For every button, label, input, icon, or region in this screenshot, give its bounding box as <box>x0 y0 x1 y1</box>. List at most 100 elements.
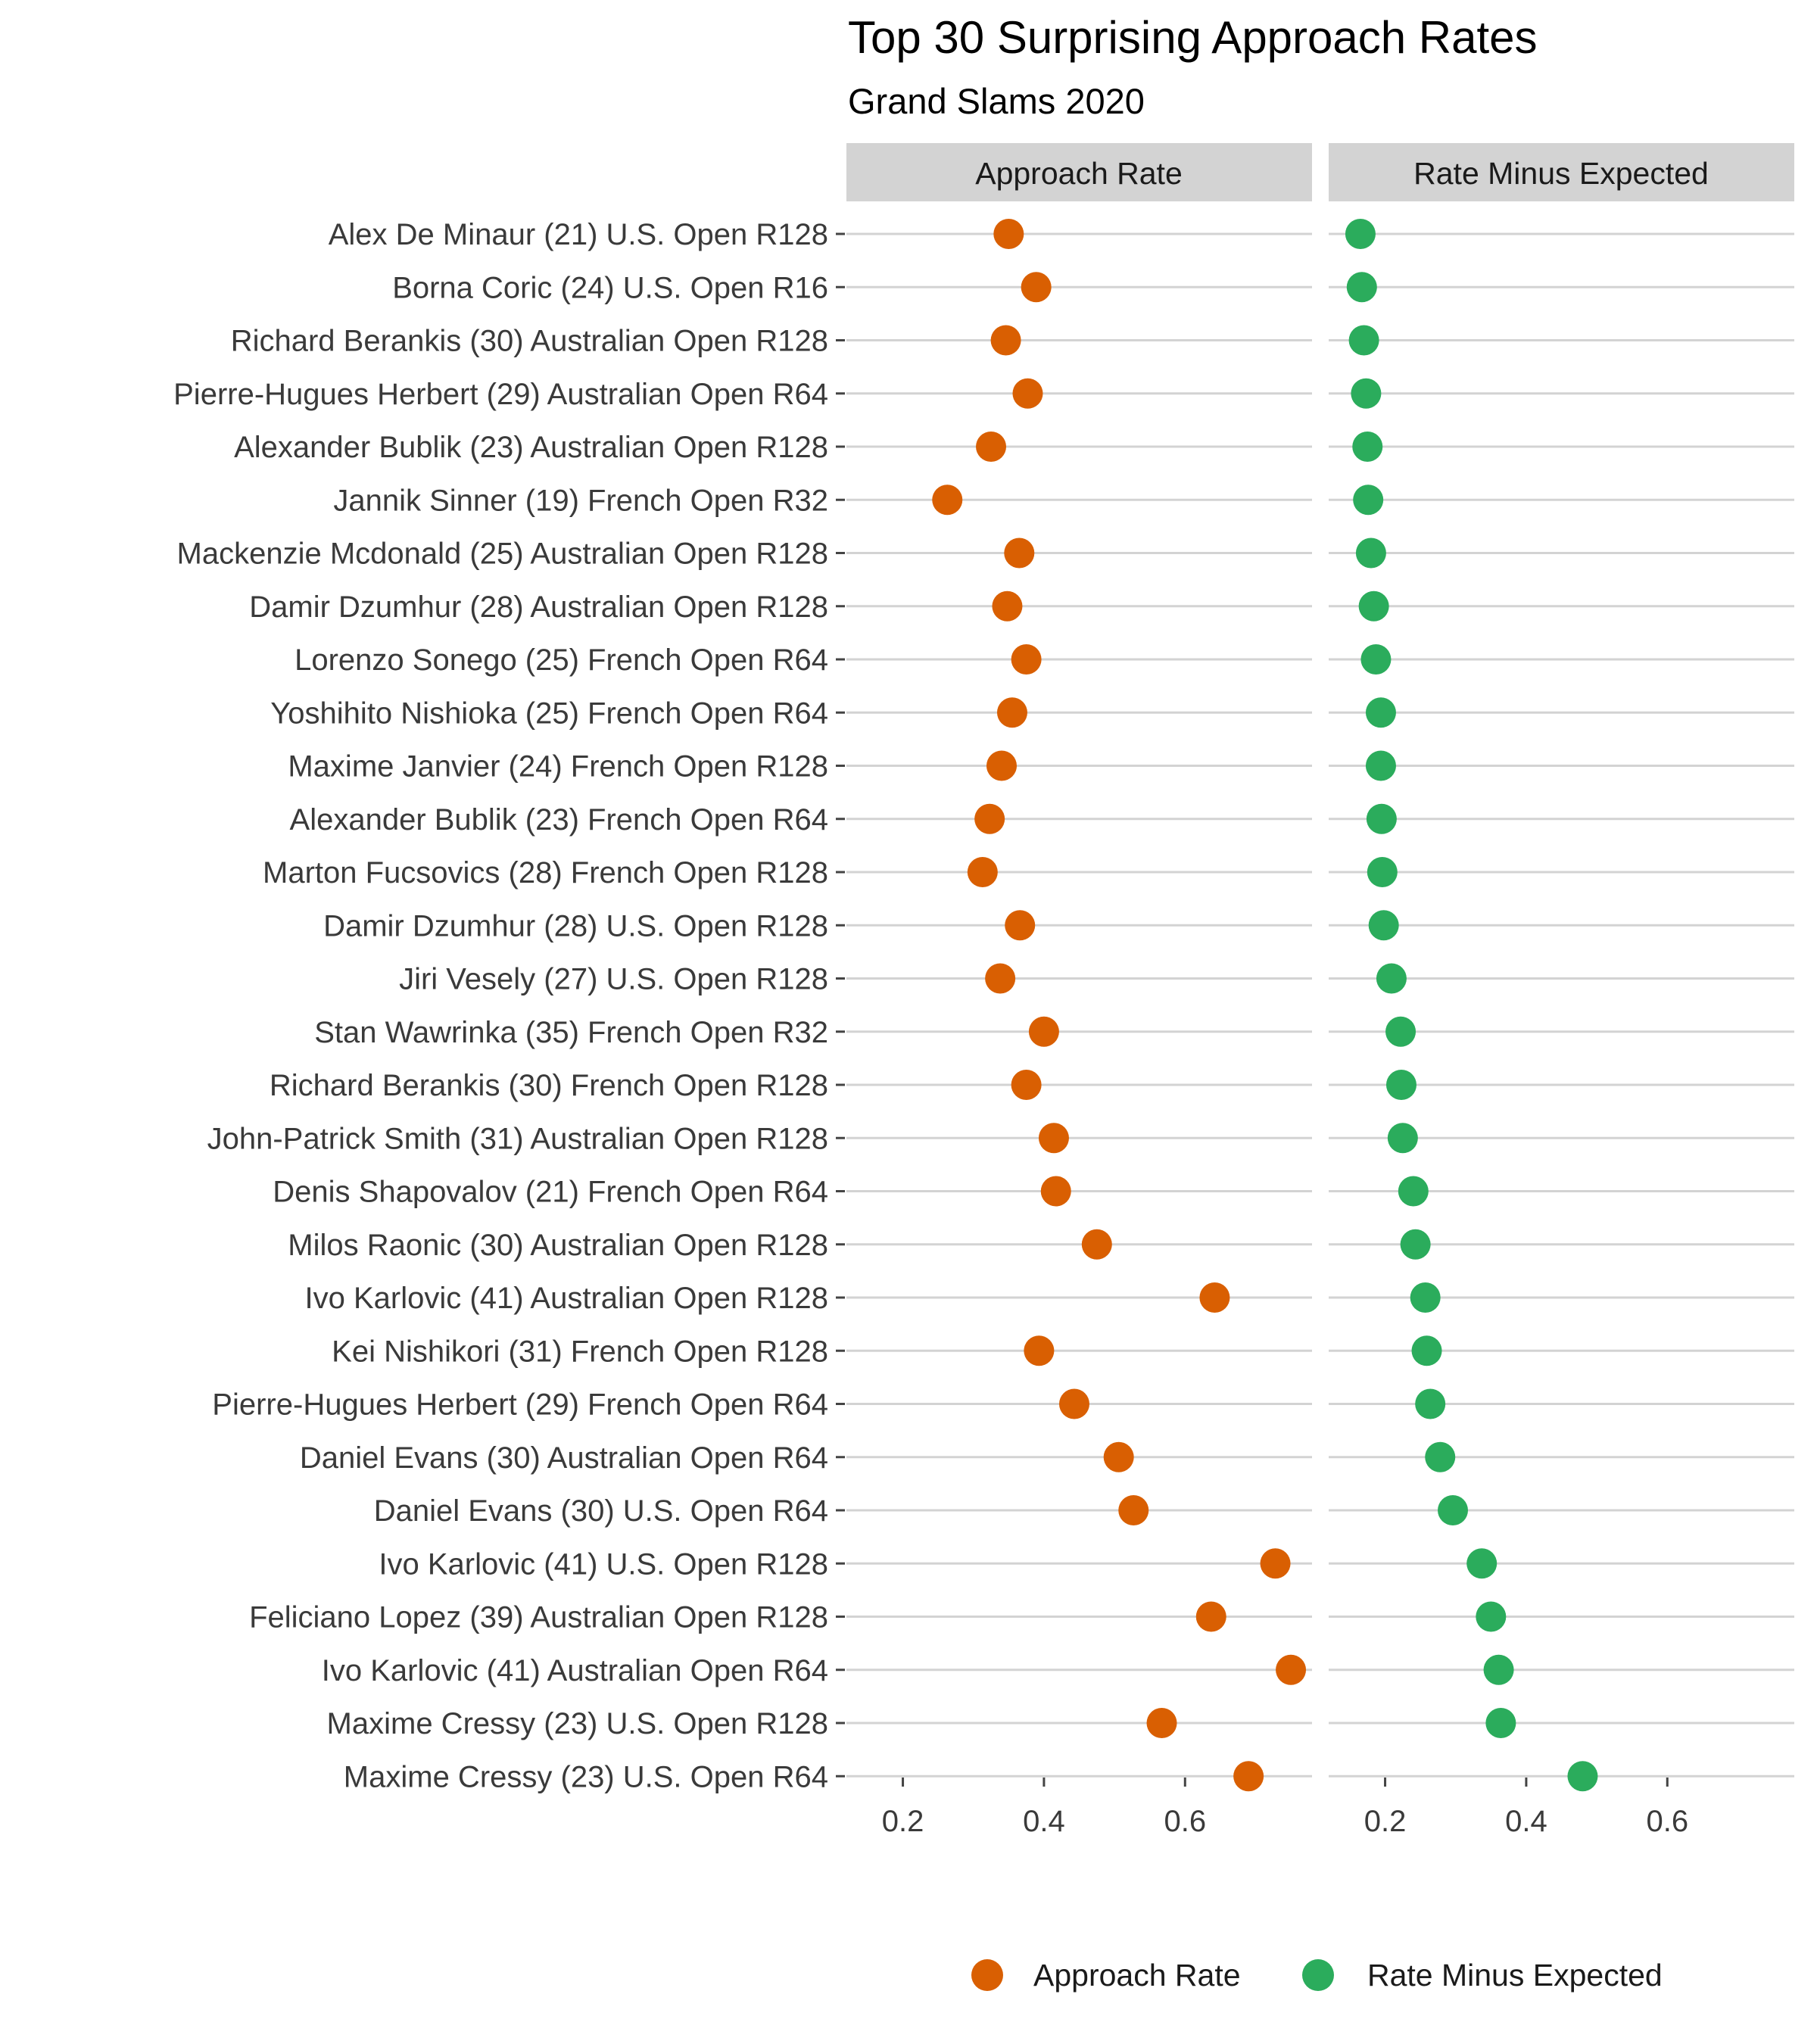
y-tick-label: Damir Dzumhur (28) U.S. Open R128 <box>323 909 828 943</box>
data-point <box>1358 590 1389 622</box>
y-tick-label: Feliciano Lopez (39) Australian Open R12… <box>249 1601 828 1634</box>
y-tick-label: Ivo Karlovic (41) Australian Open R128 <box>305 1282 828 1315</box>
data-point <box>1425 1441 1456 1472</box>
data-point <box>1411 1335 1442 1366</box>
data-point <box>1365 750 1396 781</box>
data-point <box>1368 910 1399 941</box>
y-tick-label: Pierre-Hugues Herbert (29) Australian Op… <box>173 378 828 411</box>
data-point <box>1367 857 1398 887</box>
x-tick-label: 0.4 <box>1023 1805 1065 1838</box>
data-point <box>1438 1495 1468 1525</box>
y-tick-label: Daniel Evans (30) Australian Open R64 <box>300 1441 828 1475</box>
data-point <box>1351 378 1382 409</box>
facet-strip-label-rate-minus-expected: Rate Minus Expected <box>1413 156 1709 191</box>
data-point <box>1398 1176 1429 1207</box>
data-point <box>1024 1335 1055 1366</box>
data-point <box>1485 1708 1516 1738</box>
y-tick-label: Pierre-Hugues Herbert (29) French Open R… <box>212 1388 828 1422</box>
data-point <box>1058 1388 1089 1419</box>
legend-marker-approach-rate <box>971 1959 1003 1991</box>
facet-strip-approach-rate <box>846 143 1312 201</box>
data-point <box>990 325 1021 356</box>
data-point <box>1040 1176 1071 1207</box>
data-point <box>1103 1441 1134 1472</box>
series-rate-minus-expected <box>1345 219 1598 1792</box>
x-tick-label: 0.2 <box>1364 1805 1407 1838</box>
y-tick-label: John-Patrick Smith (31) Australian Open … <box>207 1122 828 1155</box>
y-tick-label: Ivo Karlovic (41) Australian Open R64 <box>322 1654 828 1687</box>
data-point <box>1081 1229 1112 1260</box>
x-tick-label: 0.2 <box>882 1805 924 1838</box>
y-tick-label: Jannik Sinner (19) French Open R32 <box>333 484 828 517</box>
y-tick-label: Denis Shapovalov (21) French Open R64 <box>273 1176 828 1209</box>
y-tick-label: Milos Raonic (30) Australian Open R128 <box>288 1229 828 1262</box>
data-point <box>1038 1123 1069 1154</box>
y-axis: Alex De Minaur (21) U.S. Open R128 Borna … <box>173 218 845 1793</box>
series-approach-rate <box>932 219 1307 1792</box>
data-point <box>1011 644 1042 675</box>
legend-label-approach-rate: Approach Rate <box>1033 1958 1241 1993</box>
data-point <box>1360 644 1392 675</box>
y-tick-label: Kei Nishikori (31) French Open R128 <box>332 1335 828 1368</box>
x-axis-rate-minus-expected: 0.2 0.4 0.6 <box>1364 1778 1688 1838</box>
y-tick-label: Richard Berankis (30) Australian Open R1… <box>231 325 828 358</box>
data-point <box>1376 963 1407 994</box>
data-point <box>1146 1708 1177 1738</box>
data-point <box>1276 1654 1307 1685</box>
y-tick-label: Alexander Bublik (23) Australian Open R1… <box>234 431 828 464</box>
data-point <box>993 219 1024 249</box>
legend-label-rate-minus-expected: Rate Minus Expected <box>1367 1958 1663 1993</box>
legend: Approach Rate Rate Minus Expected <box>971 1958 1663 1993</box>
data-point <box>1345 219 1376 249</box>
data-point <box>1483 1654 1514 1685</box>
data-point <box>1346 272 1377 303</box>
data-point <box>1353 485 1384 516</box>
data-point <box>1365 697 1396 728</box>
data-point <box>1118 1495 1149 1525</box>
y-tick-label: Maxime Cressy (23) U.S. Open R128 <box>327 1707 828 1740</box>
data-point <box>1028 1016 1059 1047</box>
data-point <box>1385 1016 1417 1047</box>
y-tick-label: Daniel Evans (30) U.S. Open R64 <box>374 1494 828 1528</box>
y-tick-label: Stan Wawrinka (35) French Open R32 <box>314 1016 828 1049</box>
data-point <box>976 432 1007 462</box>
chart-title: Top 30 Surprising Approach Rates <box>848 12 1538 63</box>
y-tick-label: Jiri Vesely (27) U.S. Open R128 <box>399 963 828 996</box>
data-point <box>1260 1548 1291 1579</box>
y-tick-label: Maxime Cressy (23) U.S. Open R64 <box>344 1760 828 1793</box>
data-point <box>1366 803 1397 834</box>
y-tick-label: Damir Dzumhur (28) Australian Open R128 <box>249 590 828 624</box>
data-point <box>1195 1601 1226 1632</box>
gridlines <box>846 232 1794 1778</box>
data-point <box>1415 1388 1446 1419</box>
data-point <box>1410 1282 1441 1313</box>
data-point <box>1005 910 1036 941</box>
data-point <box>985 963 1016 994</box>
data-point <box>1199 1282 1230 1313</box>
data-point <box>1011 1070 1042 1100</box>
data-point <box>986 750 1017 781</box>
y-tick-label: Alex De Minaur (21) U.S. Open R128 <box>329 218 828 251</box>
y-tick-label: Maxime Janvier (24) French Open R128 <box>288 750 828 784</box>
data-point <box>1476 1601 1507 1632</box>
data-point <box>974 803 1005 834</box>
y-tick-label: Mackenzie Mcdonald (25) Australian Open … <box>177 537 828 571</box>
data-point <box>1012 378 1043 409</box>
y-tick-label: Yoshihito Nishioka (25) French Open R64 <box>270 696 828 730</box>
y-tick-label: Lorenzo Sonego (25) French Open R64 <box>295 643 828 677</box>
facet-panel-rate-minus-expected: Rate Minus Expected <box>1329 143 1794 201</box>
y-tick-label: Ivo Karlovic (41) U.S. Open R128 <box>379 1547 828 1581</box>
data-point <box>1567 1761 1598 1792</box>
data-point <box>1355 537 1386 569</box>
data-point <box>1352 432 1383 462</box>
data-point <box>1233 1761 1264 1792</box>
x-tick-label: 0.6 <box>1164 1805 1206 1838</box>
data-point <box>1466 1548 1498 1579</box>
y-tick-label: Richard Berankis (30) French Open R128 <box>270 1069 828 1102</box>
data-point <box>996 697 1027 728</box>
facet-strip-rate-minus-expected <box>1329 143 1794 201</box>
data-point <box>1021 272 1052 303</box>
data-point <box>1385 1070 1417 1100</box>
data-point <box>992 590 1023 622</box>
